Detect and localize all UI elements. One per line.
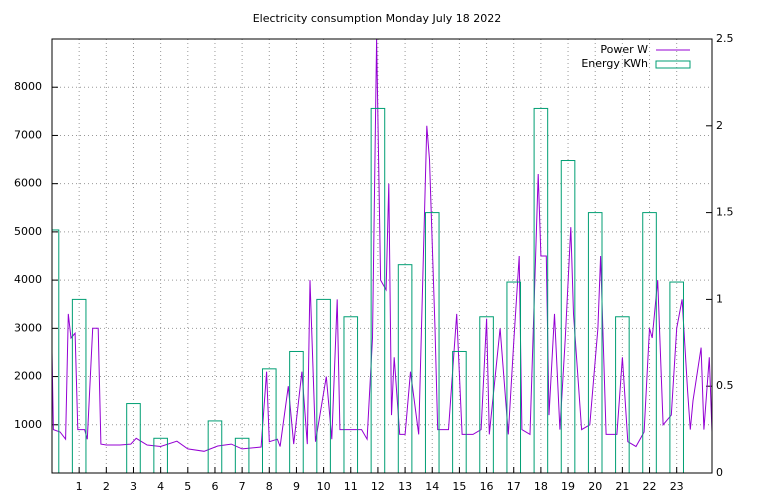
y-tick-label: 5000 <box>14 225 42 238</box>
energy-bar <box>234 437 250 473</box>
x-tick-label: 18 <box>534 480 548 493</box>
energy-bar <box>126 403 141 473</box>
y2-tick-label: 1.5 <box>716 206 734 219</box>
energy-bar <box>207 420 223 473</box>
energy-bar <box>479 316 494 473</box>
energy-bar <box>452 350 467 473</box>
energy-bar <box>615 316 630 473</box>
x-tick-label: 3 <box>130 480 137 493</box>
energy-bar <box>370 107 386 473</box>
legend-label: Power W <box>600 43 648 56</box>
y-tick-label: 7000 <box>14 128 42 141</box>
y2-tick-label: 0 <box>716 466 723 479</box>
x-tick-label: 9 <box>293 480 300 493</box>
energy-bar <box>397 264 413 473</box>
y2-tick-label: 0.5 <box>716 379 734 392</box>
plot <box>52 39 712 473</box>
energy-bar <box>343 316 359 473</box>
plot-border <box>51 38 713 474</box>
x-tick-label: 4 <box>157 480 164 493</box>
y2-tick-label: 2 <box>716 119 723 132</box>
y-tick-label: 1000 <box>14 418 42 431</box>
y-tick-label: 8000 <box>14 80 42 93</box>
energy-bar <box>316 298 331 473</box>
chart-title: Electricity consumption Monday July 18 2… <box>253 12 502 25</box>
x-tick-label: 21 <box>615 480 629 493</box>
x-tick-label: 8 <box>266 480 273 493</box>
y2-tick-label: 1 <box>716 292 723 305</box>
x-tick-label: 19 <box>561 480 575 493</box>
x-tick-label: 13 <box>398 480 412 493</box>
energy-bar <box>424 212 440 473</box>
energy-bar <box>587 212 603 473</box>
x-tick-label: 5 <box>184 480 191 493</box>
x-tick-label: 17 <box>507 480 521 493</box>
x-tick-label: 14 <box>425 480 439 493</box>
energy-bar <box>533 107 549 473</box>
energy-bar <box>153 437 168 473</box>
y-tick-label: 3000 <box>14 321 42 334</box>
x-tick-label: 7 <box>239 480 246 493</box>
y2-tick-label: 2.5 <box>716 32 734 45</box>
energy-bar <box>669 281 684 473</box>
x-tick-label: 20 <box>588 480 602 493</box>
y-tick-label: 4000 <box>14 273 42 286</box>
y-tick-label: 2000 <box>14 370 42 383</box>
legend-swatch <box>655 60 691 69</box>
x-tick-label: 1 <box>76 480 83 493</box>
x-tick-label: 23 <box>670 480 684 493</box>
legend-label: Energy KWh <box>581 57 648 70</box>
energy-bar <box>71 298 87 473</box>
x-tick-label: 16 <box>480 480 494 493</box>
x-tick-label: 6 <box>211 480 218 493</box>
y-tick-label: 6000 <box>14 177 42 190</box>
power-line <box>52 39 712 452</box>
x-tick-label: 11 <box>344 480 358 493</box>
energy-bar <box>506 281 522 473</box>
x-tick-label: 10 <box>317 480 331 493</box>
energy-bar <box>642 212 657 473</box>
x-tick-label: 22 <box>643 480 657 493</box>
energy-bar <box>560 160 576 473</box>
x-tick-label: 15 <box>452 480 466 493</box>
x-tick-label: 2 <box>103 480 110 493</box>
energy-bar <box>289 350 304 473</box>
energy-bar <box>261 368 277 473</box>
x-tick-label: 12 <box>371 480 385 493</box>
